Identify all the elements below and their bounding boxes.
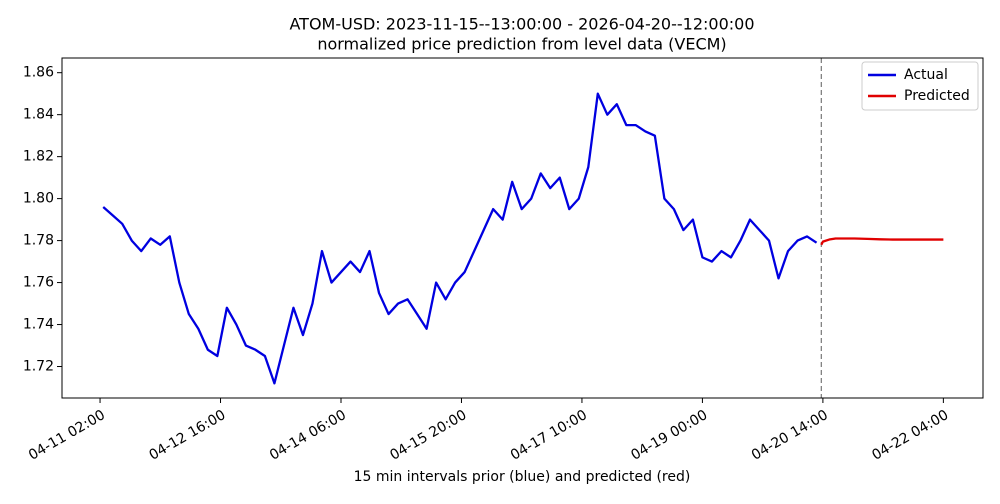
y-tick-label: 1.82: [23, 149, 54, 165]
chart-subtitle: normalized price prediction from level d…: [317, 35, 726, 54]
x-tick-label: 04-17 10:00: [508, 407, 590, 464]
chart-title: ATOM-USD: 2023-11-15--13:00:00 - 2026-04…: [289, 15, 754, 34]
x-tick-label: 04-15 20:00: [387, 407, 469, 464]
y-tick-label: 1.74: [23, 317, 54, 333]
x-tick-label: 04-14 06:00: [267, 407, 349, 464]
plot-frame: [61, 57, 984, 399]
x-tick-label: 04-22 04:00: [869, 407, 951, 464]
legend-label: Actual: [904, 67, 948, 83]
y-tick-label: 1.72: [23, 359, 54, 375]
x-tick-label: 04-12 16:00: [146, 407, 228, 464]
y-tick-label: 1.78: [23, 233, 54, 249]
series-line: [102, 92, 818, 385]
y-tick-label: 1.84: [23, 107, 54, 123]
y-tick-label: 1.80: [23, 191, 54, 207]
x-tick-label: 04-11 02:00: [26, 407, 108, 464]
y-tick-label: 1.76: [23, 275, 54, 291]
x-axis-label: 15 min intervals prior (blue) and predic…: [354, 469, 691, 485]
y-tick-label: 1.86: [23, 65, 54, 81]
series-line: [820, 237, 944, 246]
x-tick-label: 04-20 14:00: [749, 407, 831, 464]
x-tick-label: 04-19 00:00: [628, 407, 710, 464]
legend-label: Predicted: [904, 88, 970, 104]
